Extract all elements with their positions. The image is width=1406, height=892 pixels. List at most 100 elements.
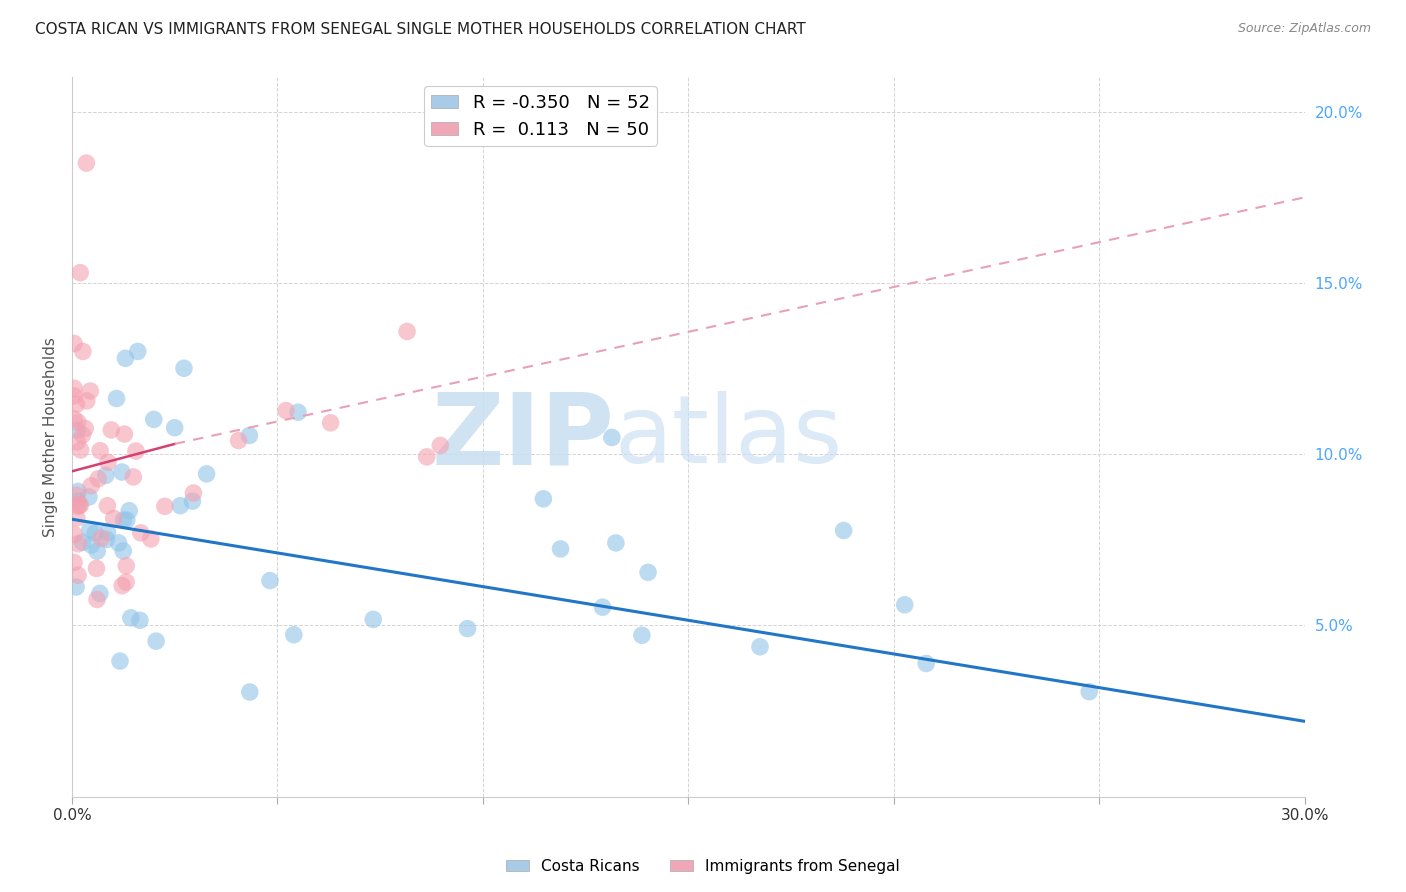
Point [115,575,138,590]
Point [915,657,938,671]
Point [89,443,111,458]
Point [749,640,772,654]
Point [100,423,122,437]
Point [128,613,150,627]
Point [63,527,86,541]
Point [118,504,141,518]
Point [72,428,94,442]
Point [80,538,103,552]
Point [600,430,623,444]
Point [96,533,118,547]
Point [96,499,118,513]
Point [111,579,134,593]
Point [66,415,89,429]
Point [163,421,186,435]
Point [115,558,138,573]
Point [63,336,86,351]
Point [65,580,87,594]
Point [72,535,94,549]
Point [94,468,117,483]
Point [90,531,112,545]
Point [67,537,90,551]
Legend: R = -0.350   N = 52, R =  0.113   N = 50: R = -0.350 N = 52, R = 0.113 N = 50 [425,87,657,146]
Point [127,344,149,359]
Point [631,628,654,642]
Point [84,526,107,541]
Point [86,592,108,607]
Point [112,427,135,442]
Point [72,344,94,359]
Point [605,536,627,550]
Point [86,544,108,558]
Point [122,470,145,484]
Point [79,523,101,537]
Point [66,434,89,449]
Point [111,465,134,479]
Point [87,472,110,486]
Point [107,536,129,550]
Point [173,361,195,376]
Point [396,325,419,339]
Point [238,428,260,442]
Text: Source: ZipAtlas.com: Source: ZipAtlas.com [1237,22,1371,36]
Point [66,494,89,508]
Point [139,532,162,546]
Point [416,450,439,464]
Point [361,612,384,626]
Point [183,486,205,500]
Point [105,392,128,406]
Point [832,524,855,538]
Point [63,389,86,403]
Point [69,442,91,457]
Point [114,351,136,366]
Point [77,490,100,504]
Point [125,444,148,458]
Point [429,438,451,452]
Point [228,434,250,448]
Point [67,568,90,582]
Point [75,156,97,170]
Legend: Costa Ricans, Immigrants from Senegal: Costa Ricans, Immigrants from Senegal [499,853,907,880]
Point [115,513,138,527]
Point [63,555,86,569]
Point [142,412,165,426]
Point [319,416,342,430]
Point [129,525,152,540]
Point [80,479,103,493]
Point [66,484,89,499]
Point [66,423,89,437]
Point [239,685,262,699]
Point [145,634,167,648]
Y-axis label: Single Mother Households: Single Mother Households [44,337,58,537]
Point [112,513,135,527]
Point [893,598,915,612]
Point [69,498,91,512]
Point [63,381,86,395]
Point [195,467,218,481]
Point [66,488,89,502]
Point [66,511,89,525]
Point [65,397,87,411]
Point [75,421,97,435]
Text: atlas: atlas [614,391,842,483]
Point [86,561,108,575]
Point [69,266,91,280]
Point [67,500,90,514]
Text: ZIP: ZIP [432,389,614,485]
Point [89,586,111,600]
Point [287,405,309,419]
Point [96,525,118,540]
Point [531,491,554,506]
Point [274,403,297,417]
Point [259,574,281,588]
Point [67,498,90,512]
Point [637,566,659,580]
Point [63,412,86,426]
Point [120,611,142,625]
Point [112,544,135,558]
Point [1078,684,1101,698]
Point [103,511,125,525]
Point [108,654,131,668]
Point [457,622,479,636]
Text: COSTA RICAN VS IMMIGRANTS FROM SENEGAL SINGLE MOTHER HOUSEHOLDS CORRELATION CHAR: COSTA RICAN VS IMMIGRANTS FROM SENEGAL S… [35,22,806,37]
